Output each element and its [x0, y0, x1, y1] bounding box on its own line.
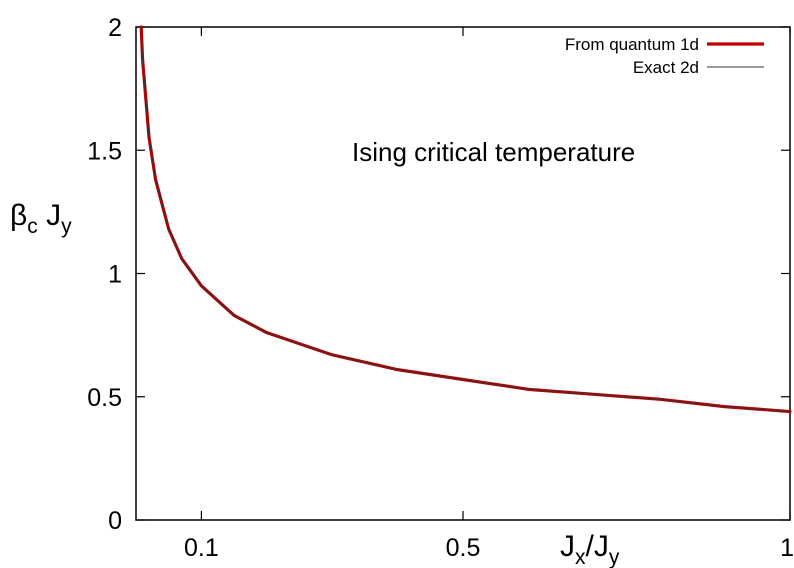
- y-axis-label-sub: c: [27, 215, 38, 238]
- x-tick-label: 0.1: [184, 534, 219, 562]
- x-axis-label: Jx/Jy: [560, 530, 620, 568]
- x-axis-label-sub: x: [575, 546, 586, 568]
- y-axis-label-greek: β: [10, 199, 27, 232]
- series-line-1: [139, 25, 792, 414]
- legend-label-1: From quantum 1d: [565, 35, 699, 54]
- chart-annotation: Ising critical temperature: [352, 137, 635, 167]
- y-tick-label: 1: [108, 261, 122, 289]
- y-tick-label: 2: [108, 14, 122, 42]
- y-tick-label: 0.5: [87, 384, 122, 412]
- y-axis-label-mid: J: [38, 199, 61, 232]
- y-axis-label-sub2: y: [61, 215, 72, 238]
- legend-label-2: Exact 2d: [633, 58, 699, 77]
- x-axis-label-sub2: y: [609, 546, 620, 568]
- legend: From quantum 1d Exact 2d: [565, 35, 764, 77]
- y-tick-label: 1.5: [87, 137, 122, 165]
- x-axis-label-mid: /J: [586, 530, 609, 563]
- plot-frame: [135, 26, 791, 521]
- x-tick-label: 0.5: [446, 534, 481, 562]
- x-tick-label: 1: [780, 534, 794, 562]
- y-axis-label: βc Jy: [10, 199, 72, 238]
- x-axis-label-base: J: [560, 530, 575, 563]
- tick-labels: 0.1 0.5 1 0 0.5 1 1.5 2: [87, 14, 794, 562]
- series-line-2: [140, 26, 791, 413]
- y-tick-label: 0: [108, 507, 122, 535]
- curves: [139, 25, 792, 414]
- ticks: [136, 26, 791, 521]
